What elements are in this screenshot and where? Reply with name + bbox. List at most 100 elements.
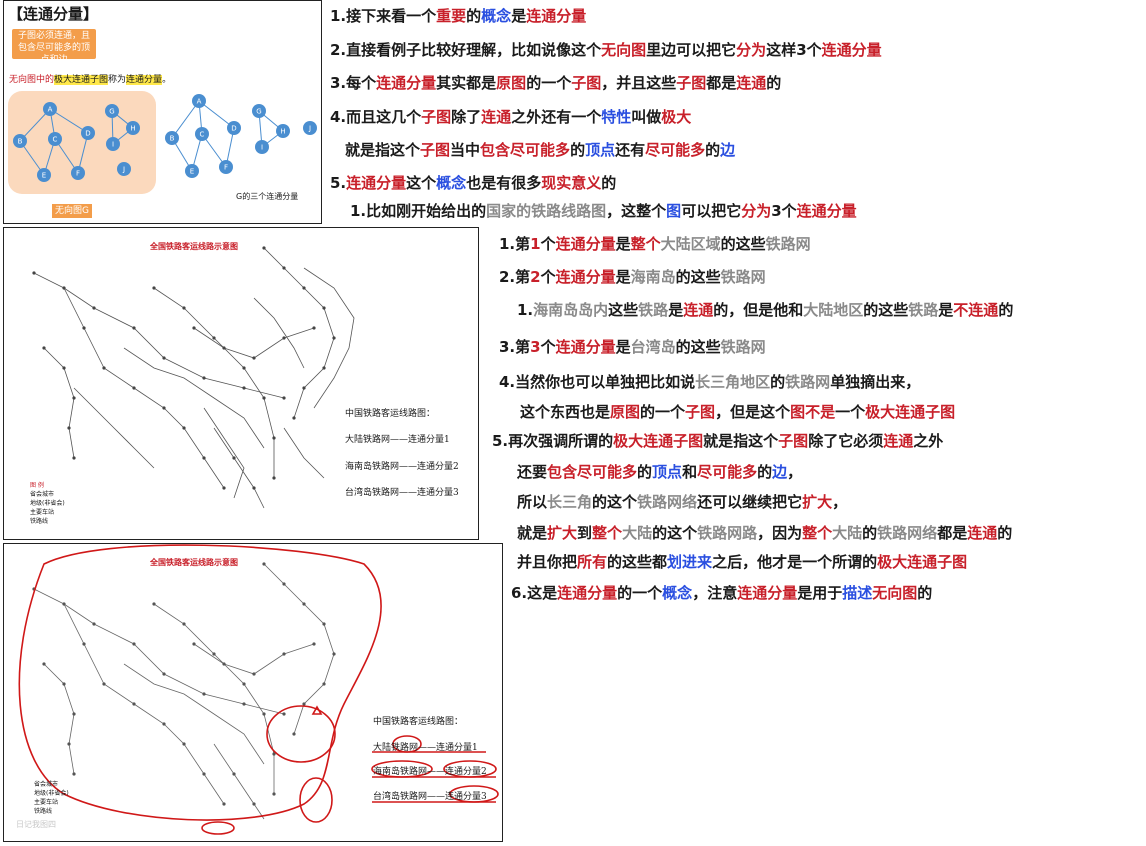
note-segment: 分为 [736,41,767,59]
note-line: 还要包含尽可能多的顶点和尽可能多的边， [517,462,802,482]
note-segment: 还有 [615,141,646,159]
note-segment: 顶点 [585,141,616,159]
section-title: 【连通分量】 [8,5,99,23]
node-j [117,162,131,176]
station-dot [312,326,316,330]
note-line: 1.第1个连通分量是整个大陆区域的这些铁路网 [499,234,811,254]
left-node-label-c: C [53,136,58,144]
node-i [106,137,120,151]
station-dot [72,712,76,716]
note-segment: 之后，他才是一个所谓的 [712,553,878,571]
right-node-label-d: D [231,125,236,133]
note-segment: 概念 [436,174,467,192]
station-dot [262,562,266,566]
note-segment: 连通分量 [555,235,616,253]
map2-title: 全国铁路客运线路示意图 [150,558,238,567]
note-segment: 除了它必须 [808,432,884,450]
graph-panel: 【连通分量】 子图必须连通，且包含尽可能多的顶点和边 无向图中的极大连通子图称为… [3,0,322,224]
note-segment: 还可以继续把它 [697,493,803,511]
note-segment: 这些 [608,301,639,319]
station-dot [292,416,296,420]
note-segment: 和 [682,463,698,481]
note-segment: 的这些 [675,268,721,286]
annotation-comp2 [443,760,497,778]
node-b2 [165,131,179,145]
note-segment: 除了 [451,108,482,126]
note-line: 4.而且这几个子图除了连通之外还有一个特性叫做极大 [330,107,691,127]
note-segment: 是 [668,301,684,319]
definition-text: 无向图中的极大连通子图称为连通分量。 [9,75,172,85]
node-h [126,121,140,135]
node-a [43,102,57,116]
note-segment: ， [787,463,803,481]
note-segment: 极大连通子图 [877,553,968,571]
station-dot [67,426,71,430]
right-node-label-e: E [190,168,194,176]
right-node-label-f: F [224,164,228,172]
note-segment: 子图 [421,108,452,126]
note-segment: 原图 [496,74,527,92]
station-dot [272,752,276,756]
note-segment: 连通 [967,524,998,542]
note-line: 并且你把所有的这些都划进来之后，他才是一个所谓的极大连通子图 [517,552,967,572]
note-segment: 的这些 [863,301,909,319]
station-dot [182,742,186,746]
note-segment: ，这整个 [606,202,667,220]
note-line: 1.海南岛岛内这些铁路是连通的，但是他和大陆地区的这些铁路是不连通的 [517,300,1013,320]
note-segment: 尽可能多 [697,463,758,481]
note-segment: 4.当然你也可以单独把比如说 [499,373,696,391]
station-dot [272,476,276,480]
note-segment: 铁路网 [720,268,766,286]
note-segment: 图 [666,202,682,220]
note-segment: 原图 [610,403,641,421]
note-line: 6.这是连通分量的一个概念，注意连通分量是用于描述无向图的 [511,583,932,603]
note-segment: 连通分量 [346,174,407,192]
left-node-label-h: H [130,125,135,133]
note-segment: ，并且这些 [601,74,677,92]
note-line: 就是扩大到整个大陆的这个铁路网路，因为整个大陆的铁路网络都是连通的 [517,523,1012,543]
annotation-comp3 [449,785,499,803]
note-segment: 3.每个 [330,74,377,92]
note-segment: 的 [770,373,786,391]
note-segment: 不连通 [953,301,999,319]
note-segment: 大陆地区 [803,301,864,319]
note-segment: 包含尽可能多 [480,141,571,159]
station-dot [162,356,166,360]
note-segment: 是 [511,7,527,25]
station-dot [192,642,196,646]
note-segment: 3个 [771,202,797,220]
station-dot [162,406,166,410]
note-segment: 长三角 [547,493,593,511]
station-dot [222,346,226,350]
note-segment: 2.直接看例子比较好理解，比如说像这个 [330,41,602,59]
right-node-label-b: B [170,135,175,143]
note-segment: 的这些 [675,338,721,356]
note-segment: ， [832,493,848,511]
station-dot [62,286,66,290]
note-segment: 顶点 [652,463,683,481]
left-node-label-f: F [76,170,80,178]
node-d2 [227,121,241,135]
note-segment: 的 [997,524,1013,542]
note-segment: 概念 [481,7,512,25]
left-node-label-e: E [42,172,46,180]
station-dot [82,326,86,330]
station-dot [132,386,136,390]
callout-bottom: 无向图G [52,204,92,218]
note-segment: 可以把它 [681,202,742,220]
node-h2 [276,124,290,138]
station-dot [152,286,156,290]
note-segment: 这个 [406,174,437,192]
note-segment: 子图 [778,432,809,450]
note-segment: 的 [766,74,782,92]
station-dot [302,286,306,290]
note-segment: 无向图 [601,41,647,59]
station-dot [72,772,76,776]
station-dot [82,642,86,646]
note-segment: 其实都是 [436,74,497,92]
station-dot [102,366,106,370]
note-segment: 台湾岛 [630,338,676,356]
station-dot [282,266,286,270]
note-segment: 大陆 [622,524,653,542]
note-segment: 概念 [662,584,693,602]
